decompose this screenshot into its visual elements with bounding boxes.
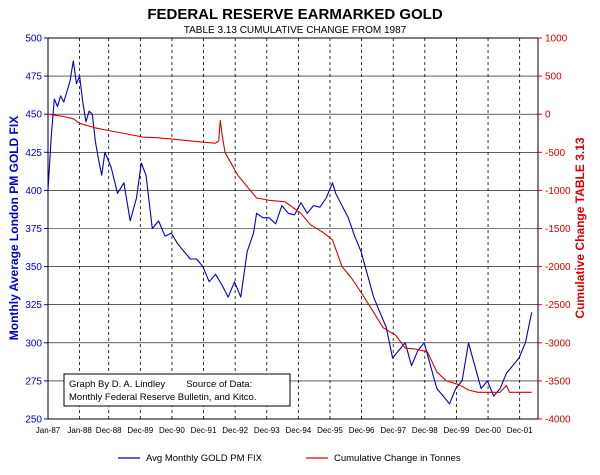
left-tick-label: 350 — [25, 262, 42, 273]
x-tick-label: Jan-88 — [67, 426, 92, 435]
x-tick-label: Dec-91 — [191, 426, 217, 435]
source-annotation: Graph By D. A. Lindley Source of Data: M… — [63, 373, 291, 407]
right-tick-label: -500 — [545, 148, 565, 159]
right-tick-label: -2500 — [545, 300, 571, 311]
x-tick-label: Dec-99 — [444, 426, 470, 435]
annotation-line-2: Monthly Federal Reserve Bulletin, and Ki… — [69, 392, 256, 403]
right-tick-label: 500 — [545, 72, 562, 83]
left-tick-label: 475 — [25, 72, 42, 83]
legend: Avg Monthly GOLD PM FIX Cumulative Chang… — [118, 453, 461, 464]
series-layer — [47, 60, 533, 405]
right-tick-label: -4000 — [545, 415, 571, 426]
right-tick-label: -2000 — [545, 262, 571, 273]
x-tick-label: Dec-00 — [475, 426, 501, 435]
x-tick-label: Dec-95 — [317, 426, 343, 435]
right-tick-label: -3000 — [545, 338, 571, 349]
x-tick-label: Dec-93 — [254, 426, 280, 435]
right-axis-label: Cumulative Change TABLE 3.13 — [573, 137, 587, 318]
annotation-line-1: Graph By D. A. Lindley Source of Data: — [69, 379, 252, 390]
left-tick-label: 400 — [25, 186, 42, 197]
x-tick-label: Dec-90 — [159, 426, 185, 435]
left-axis-label: Monthly Average London PM GOLD FIX — [7, 116, 21, 340]
legend-label-gold: Avg Monthly GOLD PM FIX — [146, 453, 263, 464]
left-tick-label: 300 — [25, 338, 42, 349]
x-tick-label: Dec-92 — [222, 426, 248, 435]
right-tick-label: -1500 — [545, 224, 571, 235]
x-tick-label: Dec-94 — [285, 426, 311, 435]
x-axis-ticks: Jan-87 Jan-88 Dec-88 Dec-89 Dec-90 Dec-91 Dec-… — [36, 426, 533, 435]
left-tick-label: 375 — [25, 224, 42, 235]
left-tick-label: 500 — [25, 34, 42, 45]
left-tick-label: 450 — [25, 110, 42, 121]
x-tick-label: Dec-96 — [349, 426, 375, 435]
left-tick-label: 275 — [25, 376, 42, 387]
right-tick-label: 1000 — [545, 34, 568, 45]
left-axis-ticks: 500 475 450 425 400 375 350 325 300 275 250 — [25, 34, 48, 426]
legend-label-cumulative: Cumulative Change in Tonnes — [334, 453, 461, 464]
x-tick-label: Dec-98 — [412, 426, 438, 435]
series-line-1 — [47, 113, 532, 393]
right-tick-label: 0 — [545, 110, 551, 121]
right-tick-label: -1000 — [545, 186, 571, 197]
x-tick-label: Dec-89 — [127, 426, 153, 435]
annotation-box — [63, 373, 291, 407]
left-tick-label: 425 — [25, 148, 42, 159]
chart-subtitle: TABLE 3.13 CUMULATIVE CHANGE FROM 1987 — [184, 25, 407, 36]
x-tick-label: Jan-87 — [36, 426, 61, 435]
right-tick-label: -3500 — [545, 376, 571, 387]
x-tick-label: Dec-97 — [380, 426, 406, 435]
x-tick-label: Dec-88 — [96, 426, 122, 435]
left-tick-label: 250 — [25, 415, 42, 426]
chart-title: FEDERAL RESERVE EARMARKED GOLD — [147, 6, 442, 23]
right-axis-ticks: 1000 500 0 -500 -1000 -1500 -2000 -2500 -3000 -35… — [538, 34, 571, 426]
x-tick-label: Dec-01 — [507, 426, 533, 435]
series-line-0 — [47, 60, 533, 405]
left-tick-label: 325 — [25, 300, 42, 311]
